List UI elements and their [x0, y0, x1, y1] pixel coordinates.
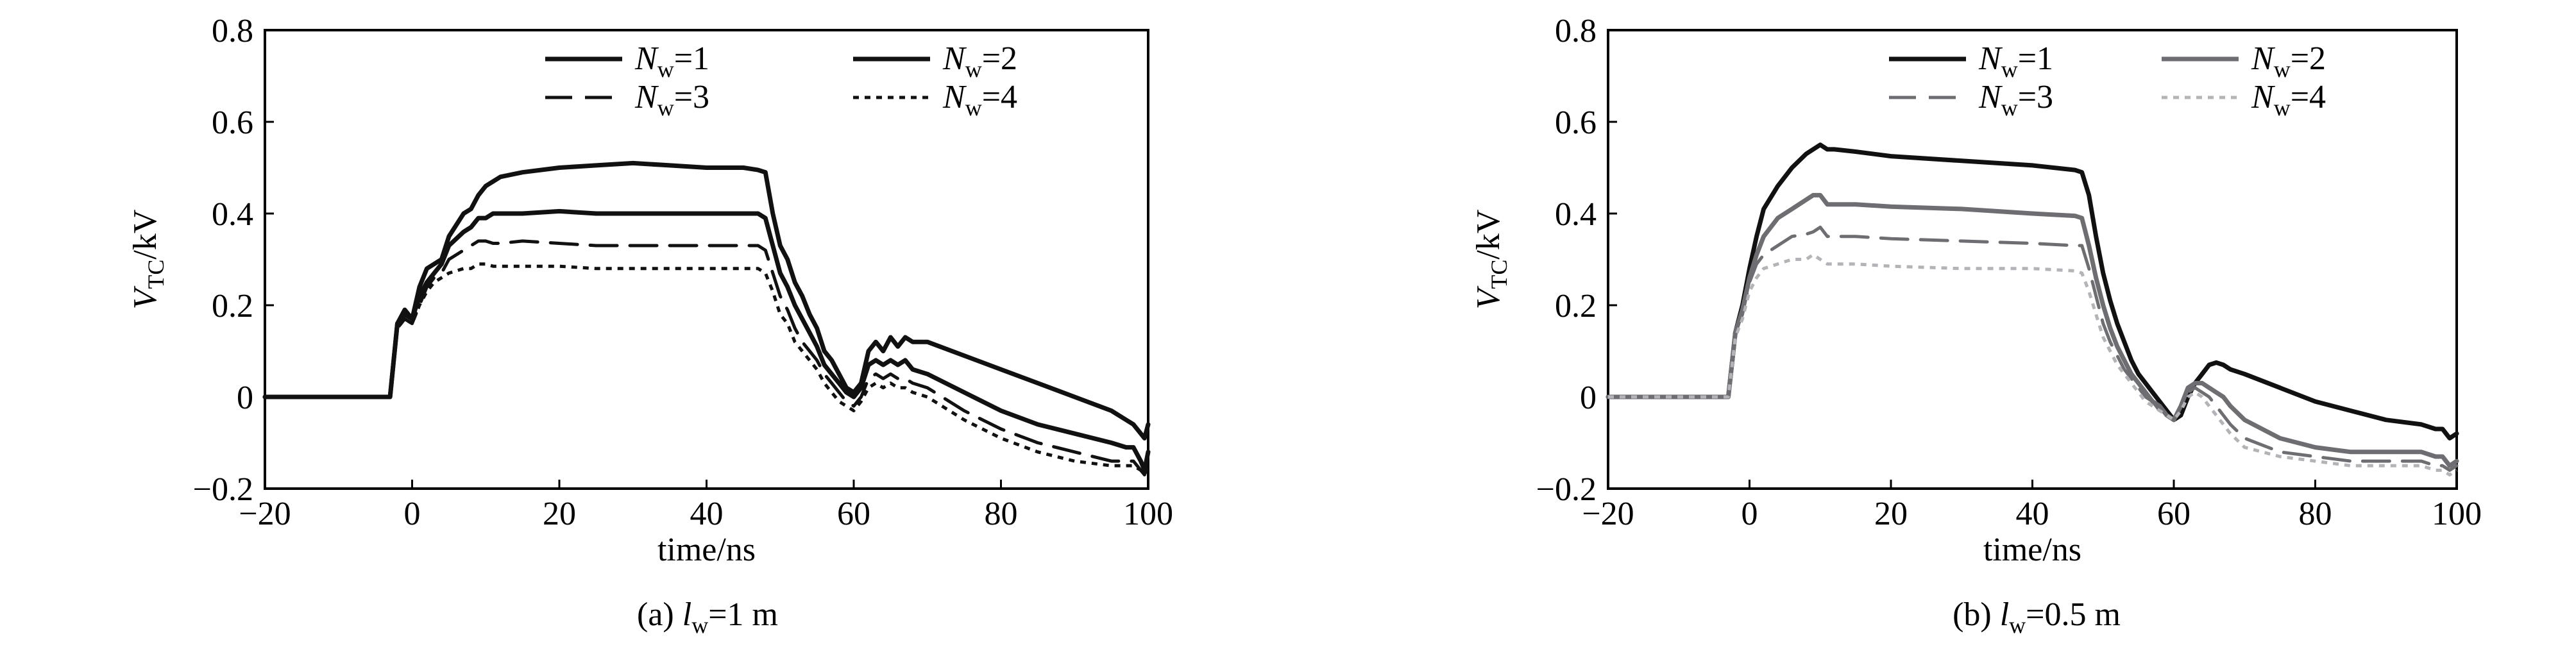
series-line-3	[1606, 225, 2459, 472]
y-tick-label: 0	[1580, 380, 1597, 416]
y-tick-label: 0.8	[1555, 13, 1597, 49]
y-tick-label: 0.6	[212, 105, 253, 141]
y-tick-label: 0.4	[212, 196, 253, 233]
series-line-2	[1606, 192, 2459, 468]
legend-label-4: Nw=4	[942, 79, 1017, 121]
x-axis-label: time/ns	[1983, 532, 2081, 568]
legend-label-3: Nw=3	[634, 79, 709, 121]
series-line-3	[263, 239, 1150, 476]
x-tick-label: 40	[2016, 496, 2049, 532]
panel-caption: (b) lw=0.5 m	[1953, 596, 2121, 638]
y-tick-label: 0.2	[1555, 288, 1597, 324]
y-tick-label: 0.6	[1555, 105, 1597, 141]
y-axis-label: VTC/kV	[127, 210, 169, 310]
x-tick-label: 100	[2432, 496, 2482, 532]
y-tick-label: −0.2	[193, 471, 253, 508]
x-tick-label: 80	[985, 496, 1018, 532]
series-line-1	[1606, 142, 2459, 441]
x-tick-label: 60	[2157, 496, 2190, 532]
x-tick-label: 0	[404, 496, 421, 532]
series-line-1	[262, 160, 1151, 441]
x-tick-label: 0	[1741, 496, 1758, 532]
series-line-4	[265, 262, 1150, 476]
y-axis-label: VTC/kV	[1470, 210, 1512, 310]
series-line-4	[1608, 253, 2458, 476]
legend-label-1: Nw=1	[1978, 40, 2053, 82]
x-tick-label: 40	[690, 496, 724, 532]
legend-label-2: Nw=2	[942, 40, 1017, 82]
legend-label-1: Nw=1	[634, 40, 709, 82]
y-tick-label: 0.8	[212, 13, 253, 49]
x-tick-label: 60	[837, 496, 870, 532]
series-line-2	[262, 208, 1151, 473]
chart-panel-a: −20 0 20 40 60 80 100 −0.2 0 0.2 0.4 0.6 0.8 time/ns V…	[127, 13, 1173, 638]
x-tick-label: −20	[1582, 496, 1634, 532]
x-axis-label: time/ns	[657, 532, 756, 568]
y-tick-label: 0.2	[212, 288, 253, 324]
panel-caption: (a) lw=1 m	[637, 596, 778, 638]
legend-label-2: Nw=2	[2251, 40, 2326, 82]
legend-label-4: Nw=4	[2251, 79, 2326, 121]
chart-panel-b: −20 0 20 40 60 80 100 −0.2 0 0.2 0.4 0.6 0.8 time/ns V…	[1470, 13, 2482, 638]
x-tick-label: 20	[1874, 496, 1908, 532]
x-tick-label: 80	[2299, 496, 2332, 532]
legend-label-3: Nw=3	[1978, 79, 2053, 121]
y-tick-label: 0.4	[1555, 196, 1597, 233]
x-tick-label: −20	[239, 496, 291, 532]
y-tick-label: 0	[237, 380, 253, 416]
x-tick-label: 20	[543, 496, 576, 532]
y-tick-label: −0.2	[1536, 471, 1597, 508]
x-tick-label: 100	[1123, 496, 1173, 532]
